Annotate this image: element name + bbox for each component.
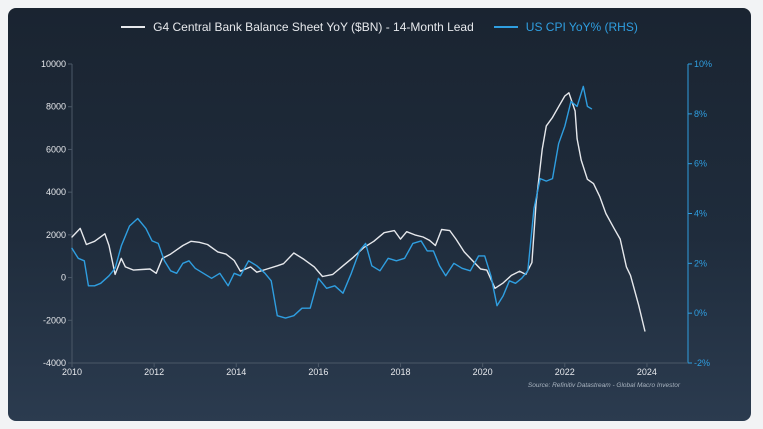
right-tick-label: 4%	[694, 209, 707, 219]
legend-label-g4: G4 Central Bank Balance Sheet YoY ($BN) …	[153, 20, 474, 34]
left-tick-label: -4000	[43, 358, 66, 368]
legend-label-cpi: US CPI YoY% (RHS)	[525, 20, 638, 34]
left-tick-label: 2000	[46, 230, 66, 240]
right-tick-label: 2%	[694, 258, 707, 268]
legend-item-g4-balance-sheet: G4 Central Bank Balance Sheet YoY ($BN) …	[121, 20, 474, 34]
x-tick-label: 2012	[144, 367, 164, 377]
line-chart: -4000 -2000 0 2000 4000 6000 8000 10000 -2% 0% 2% 4…	[41, 59, 712, 389]
left-tick-label: 0	[61, 273, 66, 283]
series-line-g4-balance-sheet	[71, 92, 646, 332]
chart-legend: G4 Central Bank Balance Sheet YoY ($BN) …	[8, 20, 751, 34]
source-note: Source: Refinitiv Datastream - Global Ma…	[528, 382, 681, 389]
x-tick-label: 2016	[308, 367, 328, 377]
x-tick-label: 2014	[226, 367, 246, 377]
left-tick-label: 10000	[41, 59, 66, 69]
x-tick-label: 2018	[391, 367, 411, 377]
right-tick-label: 6%	[694, 159, 707, 169]
left-tick-label: 8000	[46, 102, 66, 112]
legend-swatch-cpi	[493, 26, 518, 28]
right-tick-label: -2%	[694, 358, 710, 368]
chart-axes: -4000 -2000 0 2000 4000 6000 8000 10000 -2% 0% 2% 4…	[41, 59, 712, 377]
x-tick-label: 2024	[637, 367, 657, 377]
x-tick-label: 2022	[555, 367, 575, 377]
x-tick-label: 2020	[473, 367, 493, 377]
legend-item-us-cpi: US CPI YoY% (RHS)	[493, 20, 638, 34]
legend-swatch-g4	[121, 26, 146, 28]
right-tick-label: 8%	[694, 109, 707, 119]
x-tick-label: 2010	[62, 367, 82, 377]
left-tick-label: 4000	[46, 187, 66, 197]
right-tick-label: 10%	[694, 59, 712, 69]
right-tick-label: 0%	[694, 308, 707, 318]
chart-series	[71, 85, 646, 332]
left-tick-label: 6000	[46, 144, 66, 154]
left-tick-label: -2000	[43, 315, 66, 325]
chart-card: G4 Central Bank Balance Sheet YoY ($BN) …	[8, 8, 751, 421]
series-line-us-cpi	[71, 85, 593, 319]
